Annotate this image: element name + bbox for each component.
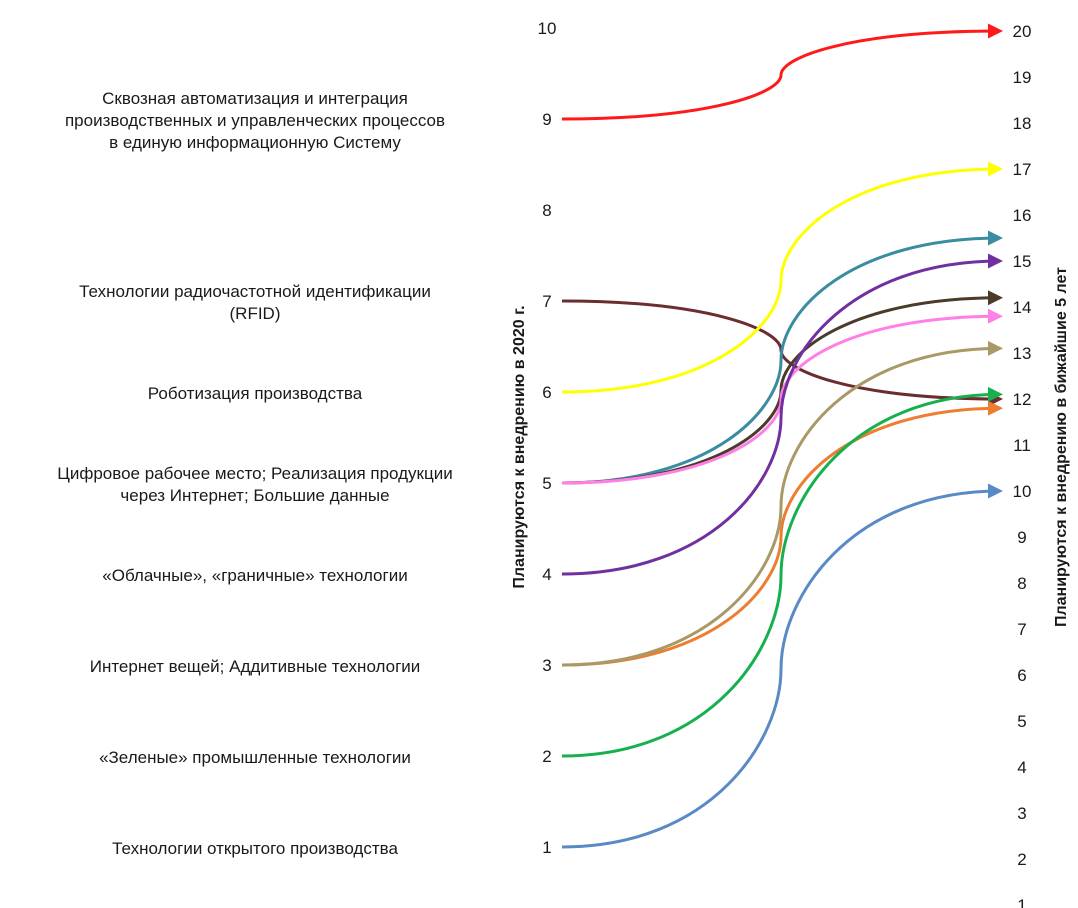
right-tick-label: 13 — [1013, 344, 1032, 363]
right-tick-label: 19 — [1013, 68, 1032, 87]
left-tick-label: 1 — [542, 838, 551, 857]
right-tick-label: 6 — [1017, 666, 1026, 685]
left-tick-label: 6 — [542, 383, 551, 402]
right-tick-label: 10 — [1013, 482, 1032, 501]
right-tick-label: 18 — [1013, 114, 1032, 133]
series-line — [561, 340, 1003, 667]
series-line — [561, 161, 1003, 394]
right-tick-label: 11 — [1013, 436, 1031, 455]
right-tick-label: 12 — [1013, 390, 1032, 409]
category-label: Интернет вещей; Аддитивные технологии — [89, 657, 421, 676]
left-tick-label: 3 — [542, 656, 551, 675]
category-label: Цифровое рабочее место; Реализация проду… — [57, 464, 453, 505]
category-label: Технологии открытого производства — [112, 839, 398, 858]
left-tick-label: 7 — [542, 292, 551, 311]
left-tick-label: 5 — [542, 474, 551, 493]
left-tick-label: 4 — [542, 565, 551, 584]
left-tick-label: 9 — [542, 110, 551, 129]
right-tick-label: 15 — [1013, 252, 1032, 271]
right-tick-label: 16 — [1013, 206, 1032, 225]
right-tick-label: 5 — [1017, 712, 1026, 731]
category-label: «Облачные», «граничные» технологии — [102, 566, 408, 585]
series-line — [561, 230, 1003, 485]
left-axis-ticks: 1 2 3 4 5 6 7 8 9 10 — [538, 19, 557, 857]
series-line — [561, 400, 1003, 667]
left-tick-label: 10 — [538, 19, 557, 38]
left-tick-label: 8 — [542, 201, 551, 220]
series-line — [561, 386, 1003, 758]
category-label: Роботизация производства — [147, 384, 363, 403]
left-axis-title: Планируются к внедрению в 2020 г. — [511, 305, 528, 588]
right-tick-label: 1 — [1017, 896, 1026, 908]
right-tick-label: 17 — [1013, 160, 1032, 179]
right-axis-title: Планируются к внедрению в бижайшие 5 лет — [1053, 267, 1070, 627]
series-line — [561, 23, 1003, 121]
right-tick-label: 8 — [1017, 574, 1026, 593]
right-tick-label: 4 — [1017, 758, 1026, 777]
series-line — [561, 308, 1003, 485]
right-tick-label: 9 — [1017, 528, 1026, 547]
left-tick-label: 2 — [542, 747, 551, 766]
category-label: «Зеленые» промышленные технологии — [99, 748, 411, 767]
series-line — [561, 483, 1003, 849]
right-tick-label: 7 — [1017, 620, 1026, 639]
right-tick-label: 20 — [1013, 22, 1032, 41]
right-tick-label: 14 — [1013, 298, 1032, 317]
right-tick-label: 3 — [1017, 804, 1026, 823]
right-tick-label: 2 — [1017, 850, 1026, 869]
category-label: Сквозная автоматизация и интеграция прои… — [64, 89, 446, 152]
series-lines — [561, 23, 1003, 849]
series-line — [561, 253, 1003, 576]
category-label: Технологии радиочастотной идентификации … — [79, 282, 431, 323]
